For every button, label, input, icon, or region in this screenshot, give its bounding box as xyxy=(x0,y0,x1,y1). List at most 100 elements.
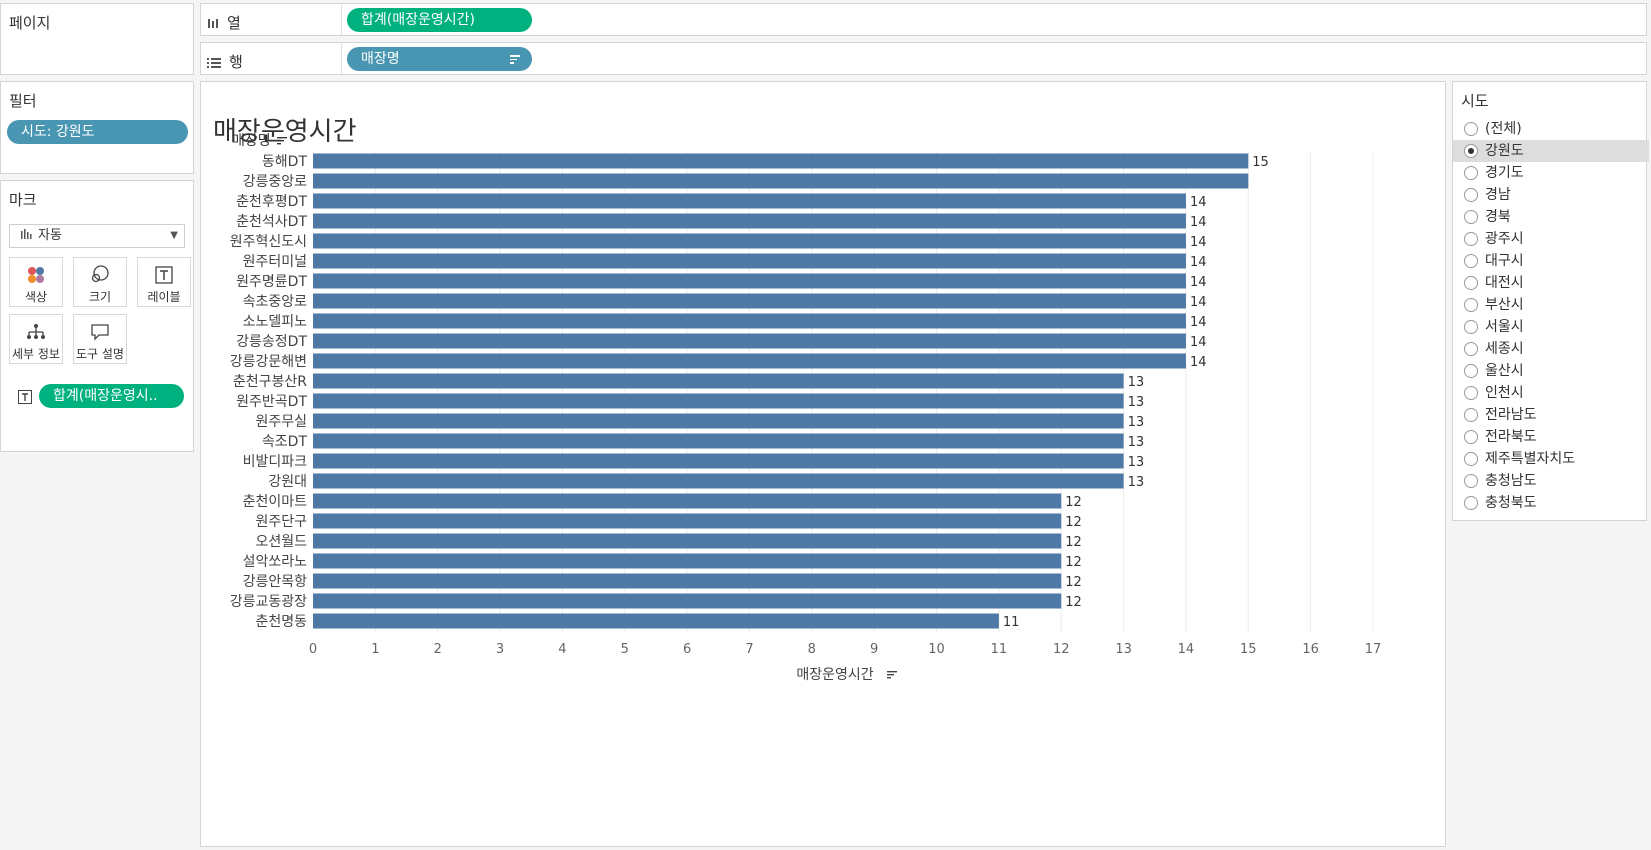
radio-button[interactable] xyxy=(1464,342,1478,356)
bar[interactable] xyxy=(313,313,1186,329)
columns-pill[interactable]: 합계(매장운영시간) xyxy=(347,8,532,32)
bar[interactable] xyxy=(313,493,1062,509)
filter-option[interactable]: 경기도 xyxy=(1453,162,1649,184)
mark-type-dropdown[interactable]: 자동 ▼ xyxy=(9,224,185,248)
x-tick-label: 0 xyxy=(309,642,317,657)
filter-pill[interactable]: 시도: 강원도 xyxy=(7,120,188,144)
filter-option[interactable]: 광주시 xyxy=(1453,228,1649,250)
category-label: 원주반곡DT xyxy=(236,394,307,410)
radio-button[interactable] xyxy=(1464,210,1478,224)
radio-button[interactable] xyxy=(1464,232,1478,246)
radio-button[interactable] xyxy=(1464,254,1478,268)
category-label: 춘천이마트 xyxy=(243,494,308,510)
size-tile[interactable]: 크기 xyxy=(73,257,127,307)
bar[interactable] xyxy=(313,293,1186,309)
radio-button[interactable] xyxy=(1464,364,1478,378)
category-label: 원주단구 xyxy=(255,514,307,530)
x-tick-label: 3 xyxy=(496,642,504,657)
bar[interactable] xyxy=(313,593,1062,609)
color-tile[interactable]: 색상 xyxy=(9,257,63,307)
bar[interactable] xyxy=(313,333,1186,349)
pages-panel[interactable]: 페이지 xyxy=(0,3,194,75)
detail-tile[interactable]: 세부 정보 xyxy=(9,314,63,364)
bar[interactable] xyxy=(313,173,1249,189)
color-icon xyxy=(10,262,62,288)
bar-chart-icon xyxy=(21,229,32,239)
bar[interactable] xyxy=(313,573,1062,589)
radio-button[interactable] xyxy=(1464,166,1478,180)
radio-button[interactable] xyxy=(1464,474,1478,488)
radio-button[interactable] xyxy=(1464,452,1478,466)
sort-icon[interactable] xyxy=(510,55,520,64)
filter-option[interactable]: 전라남도 xyxy=(1453,404,1649,426)
bar[interactable] xyxy=(313,453,1124,469)
radio-button[interactable] xyxy=(1464,122,1478,136)
bar[interactable] xyxy=(313,233,1186,249)
radio-button[interactable] xyxy=(1464,408,1478,422)
rows-shelf[interactable]: 행 매장명 xyxy=(200,42,1647,75)
radio-button[interactable] xyxy=(1464,298,1478,312)
radio-button[interactable] xyxy=(1464,430,1478,444)
bar[interactable] xyxy=(313,213,1186,229)
bar[interactable] xyxy=(313,193,1186,209)
x-tick-label: 1 xyxy=(371,642,379,657)
data-label: 14 xyxy=(1190,335,1207,350)
radio-button[interactable] xyxy=(1464,320,1478,334)
bar[interactable] xyxy=(313,613,999,629)
bar[interactable] xyxy=(313,353,1186,369)
radio-button[interactable] xyxy=(1464,496,1478,510)
filter-option[interactable]: 대구시 xyxy=(1453,250,1649,272)
category-label: 원주터미널 xyxy=(243,254,307,270)
radio-button[interactable] xyxy=(1464,276,1478,290)
filter-option-label: 경남 xyxy=(1485,187,1511,203)
columns-shelf[interactable]: 열 합계(매장운영시간) xyxy=(200,3,1647,36)
x-tick-label: 4 xyxy=(558,642,566,657)
bar[interactable] xyxy=(313,553,1062,569)
filter-option-label: 광주시 xyxy=(1485,231,1524,247)
radio-button[interactable] xyxy=(1464,188,1478,202)
filter-option[interactable]: 제주특별자치도 xyxy=(1453,448,1649,470)
filter-option[interactable]: 세종시 xyxy=(1453,338,1649,360)
filter-option[interactable]: 서울시 xyxy=(1453,316,1649,338)
filter-option[interactable]: 경북 xyxy=(1453,206,1649,228)
filter-option[interactable]: 대전시 xyxy=(1453,272,1649,294)
bar[interactable] xyxy=(313,253,1186,269)
category-label: 강릉교동광장 xyxy=(230,594,307,610)
filter-option[interactable]: 경남 xyxy=(1453,184,1649,206)
bar[interactable] xyxy=(313,513,1062,529)
rows-pill[interactable]: 매장명 xyxy=(347,47,532,71)
radio-button[interactable] xyxy=(1464,386,1478,400)
filter-option[interactable]: 울산시 xyxy=(1453,360,1649,382)
sort-icon xyxy=(887,671,897,673)
radio-button[interactable] xyxy=(1464,144,1478,158)
bar[interactable] xyxy=(313,533,1062,549)
filter-option[interactable]: 충청남도 xyxy=(1453,470,1649,492)
filters-panel[interactable]: 필터 시도: 강원도 xyxy=(0,81,194,174)
bar[interactable] xyxy=(313,433,1124,449)
category-label: 속초중앙로 xyxy=(243,294,308,310)
bar[interactable] xyxy=(313,153,1249,169)
label-pill[interactable]: 합계(매장운영시.. xyxy=(39,384,184,408)
filter-option[interactable]: 전라북도 xyxy=(1453,426,1649,448)
filter-option-label: 대구시 xyxy=(1485,253,1524,269)
bar[interactable] xyxy=(313,393,1124,409)
filter-option[interactable]: 충청북도 xyxy=(1453,492,1649,514)
filter-option[interactable]: 강원도 xyxy=(1453,140,1649,162)
filter-option[interactable]: 인천시 xyxy=(1453,382,1649,404)
filter-option[interactable]: 부산시 xyxy=(1453,294,1649,316)
tooltip-tile[interactable]: 도구 설명 xyxy=(73,314,127,364)
filter-option-label: 인천시 xyxy=(1485,385,1524,401)
bar[interactable] xyxy=(313,273,1186,289)
tooltip-tile-label: 도구 설명 xyxy=(76,347,124,361)
data-label: 12 xyxy=(1065,555,1082,570)
category-label: 강원대 xyxy=(268,474,307,490)
label-tile[interactable]: 레이블 xyxy=(137,257,191,307)
category-label: 원주명륜DT xyxy=(236,274,307,290)
bar[interactable] xyxy=(313,413,1124,429)
bar[interactable] xyxy=(313,473,1124,489)
data-label: 13 xyxy=(1128,395,1145,410)
filter-option[interactable]: (전체) xyxy=(1453,118,1649,140)
bar[interactable] xyxy=(313,373,1124,389)
filter-option-label: 경북 xyxy=(1485,209,1511,225)
